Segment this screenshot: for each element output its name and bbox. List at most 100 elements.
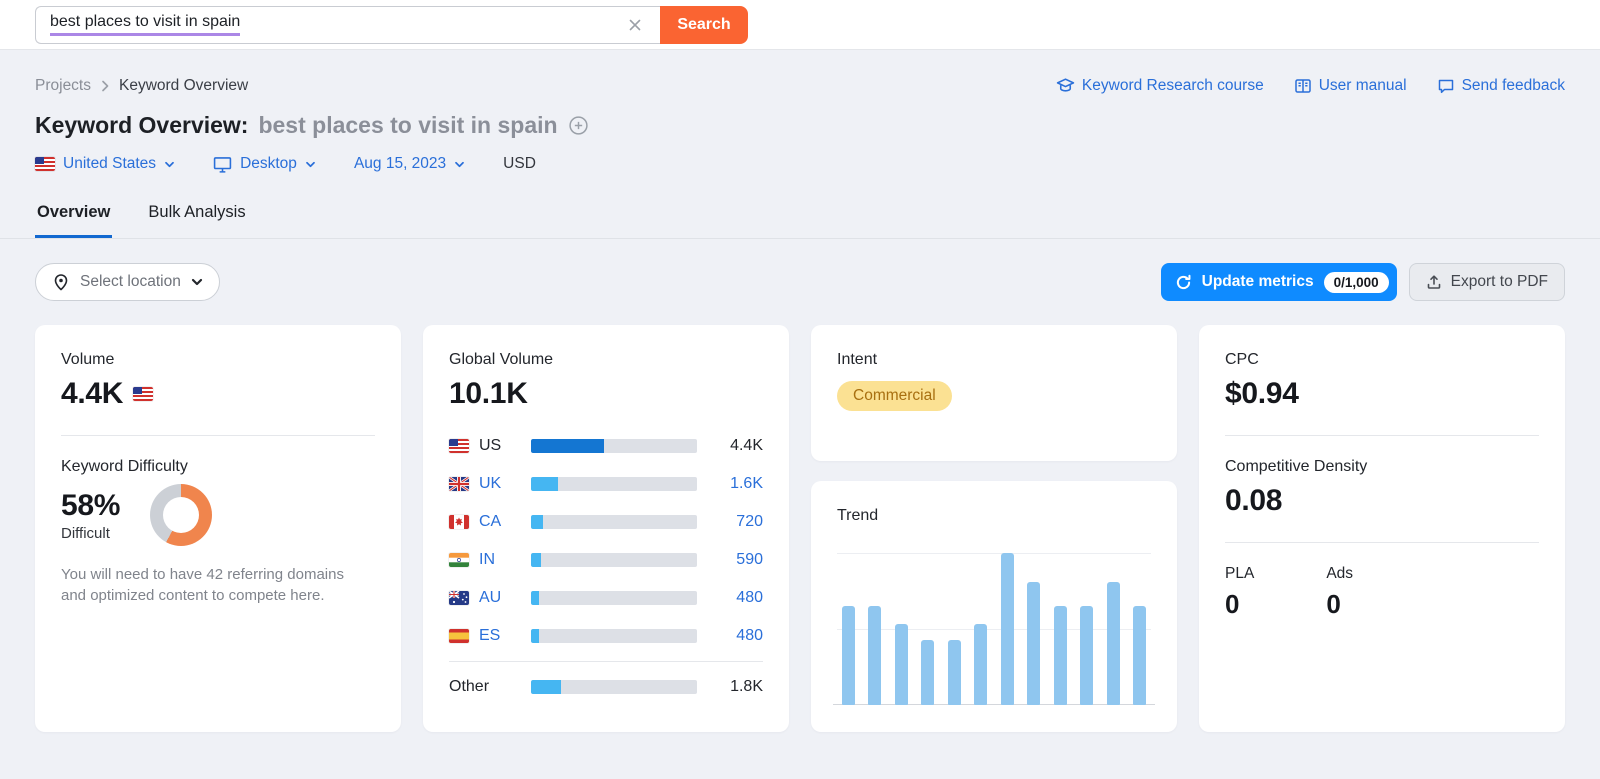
flag-ca-icon [449,515,469,529]
trend-bar [1000,553,1014,705]
tab-bulk-analysis[interactable]: Bulk Analysis [148,203,246,221]
link-label: Keyword Research course [1081,76,1264,94]
keyword-research-course-link[interactable]: Keyword Research course [1056,76,1264,95]
clear-search-button[interactable] [624,14,646,36]
volume-bar-track [531,515,697,529]
volume-bar-fill [531,629,540,643]
flag-au-icon [449,591,469,605]
volume-bar-track [531,680,697,694]
other-volume-row: Other 1.8K [449,668,763,706]
send-feedback-link[interactable]: Send feedback [1437,76,1565,95]
quota-badge: 0/1,000 [1323,271,1389,293]
desktop-icon [213,156,232,173]
country-code: IN [479,551,495,568]
global-volume-value: 10.1K [449,377,528,410]
tab-overview[interactable]: Overview [35,203,113,238]
gridline [837,553,1151,554]
kd-note: You will need to have 42 referring domai… [61,566,344,605]
gridline [837,629,1151,630]
trend-bar [1132,606,1146,705]
link-label: Send feedback [1461,76,1565,94]
tab-bar: Overview Bulk Analysis [0,203,1600,239]
country-volume-list: US 4.4K UK 1.6K CA 720 IN 590 AU 480 ES 480 Other 1.8… [449,427,763,706]
trend-bar [1080,606,1094,705]
country-code: AU [479,589,502,606]
trend-bar [894,624,908,705]
country-volume-row: CA 720 [449,503,763,541]
volume-bar-fill [531,515,543,529]
trend-bar [947,639,961,705]
ads-value: 0 [1326,589,1341,619]
trend-bar [842,606,855,705]
link-label: User manual [1318,76,1407,94]
flag-es-icon [449,629,469,643]
select-location-label: Select location [80,273,181,290]
search-button[interactable]: Search [660,5,748,44]
chevron-down-icon [165,161,174,167]
update-metrics-button[interactable]: Update metrics 0/1,000 [1160,263,1397,301]
volume-bar-fill [531,553,541,567]
trend-bar [868,606,882,705]
global-volume-card: Global Volume 10.1K US 4.4K UK 1.6K CA 720 IN 5… [423,325,789,732]
kd-donut-chart [150,484,213,546]
country-volume-value[interactable]: 1.6K [730,475,763,492]
search-input[interactable]: best places to visit in spain [35,5,660,44]
chevron-down-icon [191,278,202,286]
currency-label: USD [503,155,536,172]
pla-label: PLA [1225,565,1255,582]
country-volume-value[interactable]: 480 [736,589,763,606]
volume-bar-fill [531,439,605,453]
country-volume-value[interactable]: 480 [736,627,763,644]
country-volume-value: 4.4K [730,437,763,454]
breadcrumb-current: Keyword Overview [119,76,249,94]
refresh-icon [1176,274,1191,289]
trend-bar [1053,606,1067,705]
country-code: Other [449,678,490,695]
country-volume-value: 1.8K [730,678,763,695]
trend-bar [974,624,988,705]
graduation-cap-icon [1056,78,1075,92]
cpc-label: CPC [1225,351,1259,368]
country-volume-row: UK 1.6K [449,465,763,503]
location-dropdown[interactable]: United States [35,155,175,173]
export-pdf-button[interactable]: Export to PDF [1408,263,1565,301]
user-manual-link[interactable]: User manual [1294,76,1407,95]
cpc-card: CPC $0.94 Competitive Density 0.08 PLA 0… [1199,325,1565,732]
location-value: United States [63,155,157,172]
trend-bar-chart [833,553,1155,705]
competitive-density-value: 0.08 [1225,484,1283,517]
device-dropdown[interactable]: Desktop [213,155,316,173]
update-metrics-label: Update metrics [1201,273,1314,290]
volume-bar-fill [531,591,540,605]
date-dropdown[interactable]: Aug 15, 2023 [354,155,465,173]
page-title: Keyword Overview: [35,112,249,138]
divider [449,661,763,662]
feedback-bubble-icon [1438,79,1453,93]
country-volume-value[interactable]: 590 [736,551,763,568]
global-volume-label: Global Volume [449,351,554,368]
volume-value: 4.4K [61,377,124,410]
country-code: US [479,437,502,454]
competitive-density-label: Competitive Density [1225,458,1368,475]
volume-bar-track [531,591,697,605]
add-keyword-button[interactable] [568,115,589,136]
flag-in-icon [449,553,469,567]
breadcrumb-projects[interactable]: Projects [35,76,91,94]
intent-badge: Commercial [837,381,952,411]
country-code: UK [479,475,502,492]
country-volume-row: AU 480 [449,579,763,617]
volume-bar-track [531,477,697,491]
country-volume-value[interactable]: 720 [736,513,763,530]
select-location-dropdown[interactable]: Select location [35,263,220,301]
breadcrumb: Projects Keyword Overview [35,77,248,95]
page-title-keyword: best places to visit in spain [258,112,558,138]
country-volume-row: US 4.4K [449,427,763,465]
cpc-value: $0.94 [1225,377,1299,410]
chevron-down-icon [306,161,315,167]
volume-bar-fill [531,680,561,694]
export-pdf-label: Export to PDF [1450,273,1548,290]
chevron-down-icon [455,161,465,167]
volume-bar-track [531,439,697,453]
ads-label: Ads [1326,565,1354,582]
kd-label: Keyword Difficulty [61,458,188,475]
